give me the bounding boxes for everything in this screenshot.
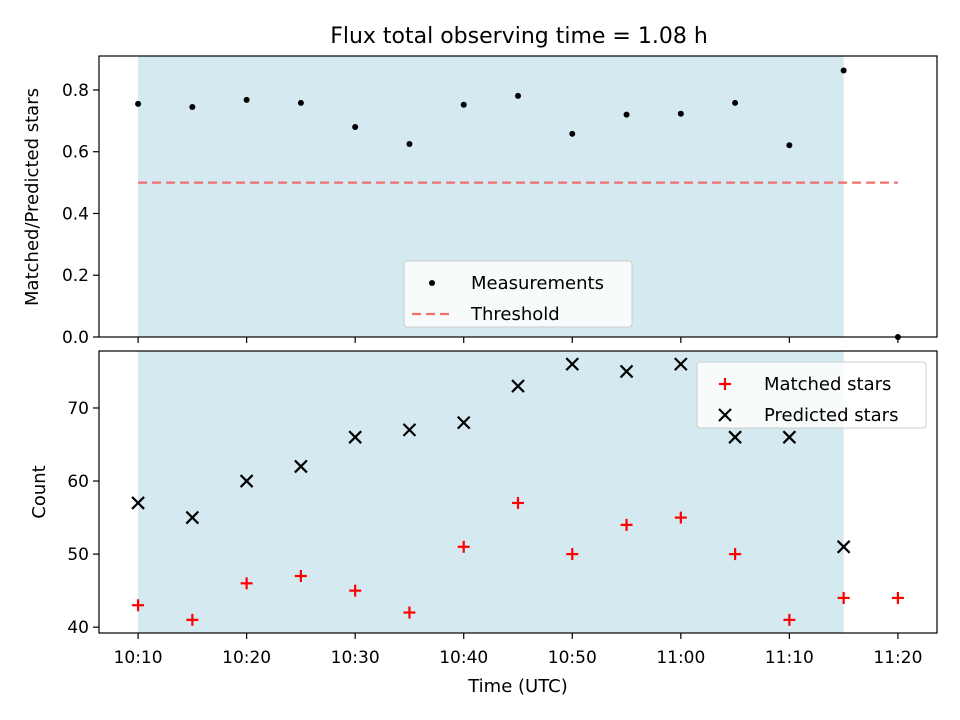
matched-star-point bbox=[349, 584, 362, 597]
measurement-point bbox=[786, 142, 793, 149]
matched-star-point bbox=[403, 606, 416, 619]
predicted-star-point bbox=[728, 430, 742, 444]
predicted-star-point bbox=[185, 510, 200, 525]
predicted-star-point bbox=[619, 364, 634, 379]
legend-label: Matched stars bbox=[764, 374, 891, 395]
predicted-star-point bbox=[836, 540, 851, 554]
predicted-star-point bbox=[782, 430, 797, 444]
matched-star-point bbox=[294, 570, 307, 583]
x-tick-label: 11:10 bbox=[765, 648, 814, 668]
y-tick-label: 0.8 bbox=[62, 81, 89, 101]
legend-box bbox=[403, 260, 633, 328]
bottom-x-axis-label: Time (UTC) bbox=[467, 676, 568, 697]
measurement-point bbox=[460, 101, 467, 108]
matched-star-point bbox=[457, 540, 470, 553]
predicted-star-point bbox=[456, 415, 471, 430]
x-tick-label: 10:10 bbox=[114, 648, 163, 668]
y-tick-label: 0.2 bbox=[62, 266, 89, 286]
x-tick-label: 10:50 bbox=[548, 648, 597, 668]
top-marks bbox=[135, 67, 901, 340]
y-tick-label: 50 bbox=[67, 545, 89, 565]
legend-marker bbox=[719, 378, 731, 390]
bottom-y-ticks: 40 50 60 70 bbox=[67, 399, 99, 638]
predicted-star-point bbox=[348, 430, 362, 444]
top-x-ticks bbox=[137, 337, 899, 343]
measurement-point bbox=[352, 124, 359, 131]
predicted-star-point bbox=[511, 379, 525, 393]
measurement-point bbox=[677, 110, 684, 117]
legend-marker bbox=[718, 408, 732, 422]
matched-star-point bbox=[783, 613, 796, 626]
measurement-point bbox=[515, 92, 521, 99]
top-y-axis-label: Matched/Predicted stars bbox=[22, 88, 43, 306]
matched-star-point bbox=[186, 613, 199, 626]
top-panel: 0.00.20.40.60.8 Matched/Predicted stars … bbox=[22, 55, 938, 348]
bottom-x-ticks: 10:10 10:20 10:30 10:40 10:50 11:00 11:10 11:20 bbox=[114, 633, 922, 668]
matched-star-point bbox=[837, 591, 850, 604]
x-tick-label: 10:40 bbox=[439, 648, 488, 668]
matched-star-point bbox=[891, 591, 904, 604]
top-axes-frame bbox=[98, 55, 938, 338]
matched-star-point bbox=[512, 496, 524, 509]
y-tick-label: 0.0 bbox=[62, 328, 89, 348]
legend-marker bbox=[429, 280, 435, 286]
measurement-point bbox=[623, 111, 630, 118]
bottom-marks bbox=[131, 357, 904, 626]
measurement-point bbox=[569, 130, 576, 137]
measurement-point bbox=[297, 99, 304, 106]
predicted-star-point bbox=[294, 459, 308, 474]
matched-star-point bbox=[620, 518, 633, 531]
y-tick-label: 0.4 bbox=[62, 204, 89, 224]
measurement-point bbox=[406, 141, 413, 148]
legend-label: Threshold bbox=[470, 304, 560, 325]
predicted-star-point bbox=[239, 474, 254, 488]
y-tick-label: 40 bbox=[67, 618, 89, 638]
x-tick-label: 10:20 bbox=[222, 648, 271, 668]
y-tick-label: 0.6 bbox=[62, 143, 89, 163]
y-tick-label: 70 bbox=[67, 399, 89, 419]
measurement-point bbox=[732, 99, 739, 106]
top-legend: Measurements Threshold bbox=[403, 260, 633, 328]
legend-label: Measurements bbox=[471, 273, 604, 294]
measurement-point bbox=[243, 96, 250, 103]
y-tick-label: 60 bbox=[67, 472, 89, 492]
predicted-star-point bbox=[674, 357, 688, 371]
predicted-star-point bbox=[565, 357, 580, 371]
bottom-axes-frame bbox=[98, 350, 938, 634]
matched-star-point bbox=[566, 548, 579, 561]
x-tick-label: 10:30 bbox=[331, 648, 380, 668]
matched-star-point bbox=[674, 511, 687, 524]
matched-star-point bbox=[240, 577, 253, 590]
x-tick-label: 11:20 bbox=[873, 648, 922, 668]
figure-title: Flux total observing time = 1.08 h bbox=[330, 24, 708, 49]
matched-star-point bbox=[132, 599, 145, 612]
matched-star-point bbox=[729, 548, 742, 561]
predicted-star-point bbox=[402, 423, 417, 437]
legend-box bbox=[696, 361, 927, 429]
top-y-ticks: 0.0 0.2 0.4 0.6 0.8 bbox=[62, 81, 99, 348]
x-tick-label: 11:00 bbox=[656, 648, 705, 668]
measurement-point bbox=[189, 103, 196, 110]
predicted-star-point bbox=[131, 496, 145, 510]
bottom-legend: Matched stars Predicted stars bbox=[696, 361, 927, 429]
bottom-y-axis-label: Count bbox=[29, 465, 50, 518]
measurement-point bbox=[135, 100, 142, 107]
measurement-point bbox=[840, 67, 847, 74]
legend-label: Predicted stars bbox=[764, 405, 898, 426]
